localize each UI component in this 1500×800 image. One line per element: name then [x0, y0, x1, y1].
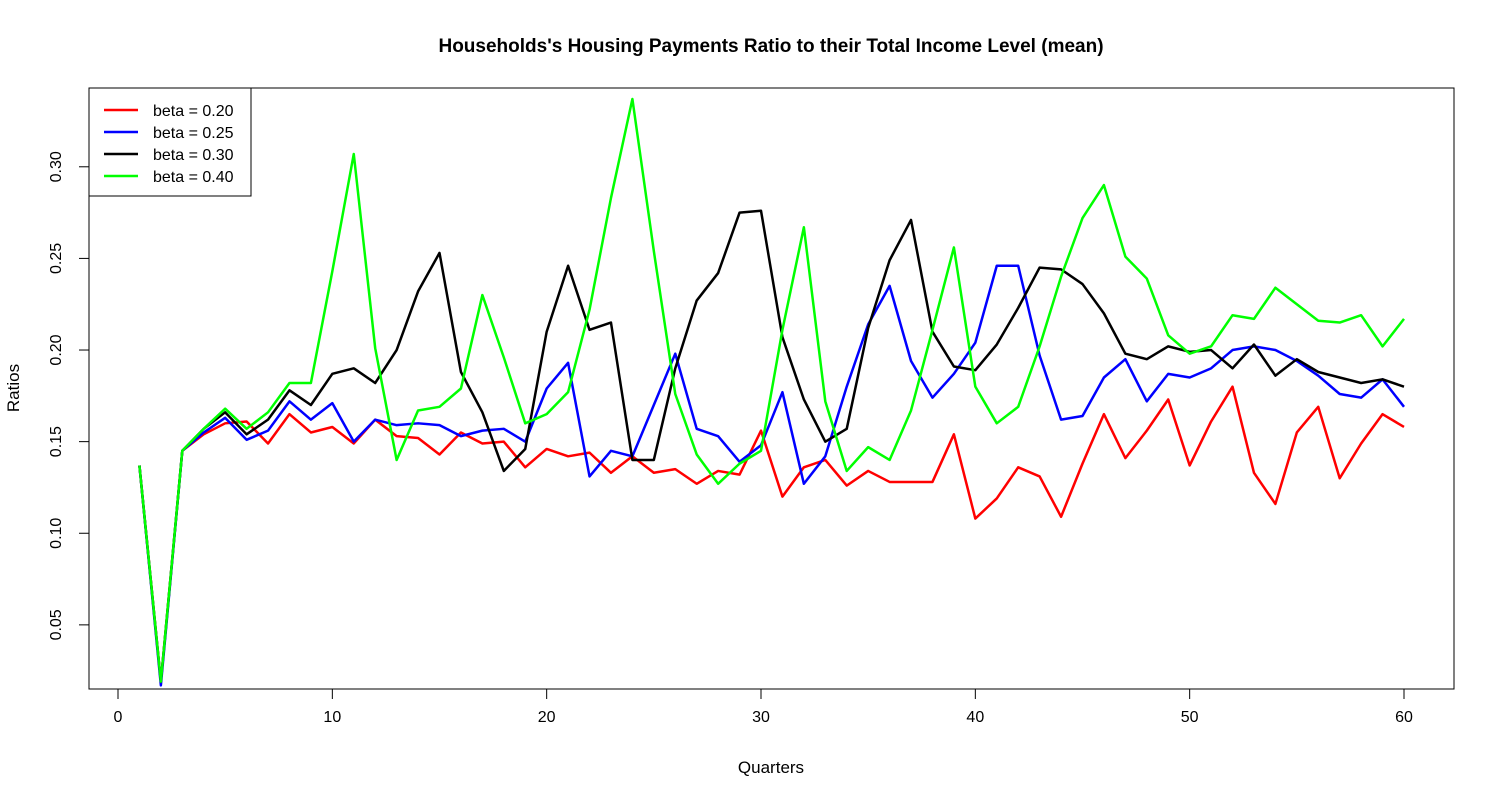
- x-tick-label: 30: [752, 709, 770, 726]
- legend-label-2: beta = 0.30: [153, 147, 234, 164]
- y-tick-label: 0.30: [48, 151, 65, 182]
- x-tick-label: 60: [1395, 709, 1413, 726]
- series-line-1: [138, 264, 1405, 687]
- y-axis-label: Ratios: [4, 364, 23, 412]
- x-axis-label: Quarters: [738, 758, 804, 777]
- chart-title: Households's Housing Payments Ratio to t…: [438, 36, 1103, 57]
- y-tick-label: 0.15: [48, 426, 65, 457]
- y-tick-label: 0.10: [48, 518, 65, 549]
- y-tick-label: 0.25: [48, 243, 65, 274]
- legend-label-1: beta = 0.25: [153, 125, 234, 142]
- x-tick-label: 40: [966, 709, 984, 726]
- series-lines: [138, 97, 1405, 687]
- x-tick-label: 50: [1181, 709, 1199, 726]
- x-tick-label: 10: [323, 709, 341, 726]
- y-tick-label: 0.05: [48, 609, 65, 640]
- x-tick-label: 20: [538, 709, 556, 726]
- legend-label-3: beta = 0.40: [153, 169, 234, 186]
- x-tick-label: 0: [114, 709, 123, 726]
- legend-label-0: beta = 0.20: [153, 103, 234, 120]
- legend-box: [88, 87, 252, 197]
- series-line-3: [138, 97, 1405, 683]
- series-line-0: [138, 385, 1405, 683]
- y-axis: 0.05 0.10 0.15 0.20 0.25 0.30: [48, 151, 90, 640]
- x-axis: 0 10 20 30 40 50 60: [114, 688, 1413, 726]
- y-tick-label: 0.20: [48, 334, 65, 365]
- legend: beta = 0.20 beta = 0.25 beta = 0.30 beta = …: [88, 87, 252, 197]
